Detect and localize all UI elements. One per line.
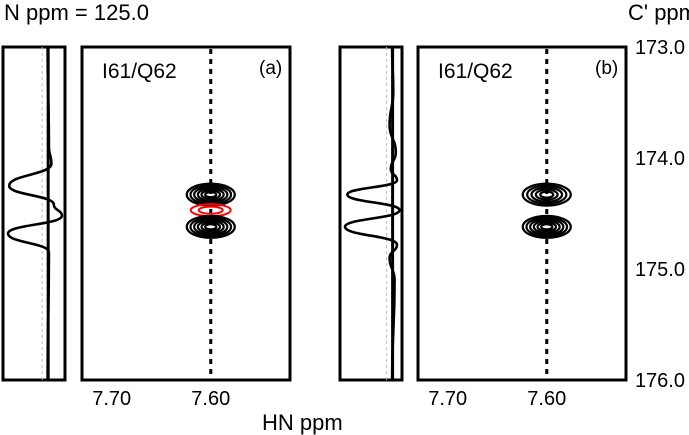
contour-ring xyxy=(536,221,558,233)
contour-ring xyxy=(521,182,572,207)
carbon-ppm-axis-title: C' ppm xyxy=(628,0,689,25)
x-tick-label: 7.70 xyxy=(428,388,467,410)
residue-label-a: I61/Q62 xyxy=(102,60,177,83)
contour-ring xyxy=(526,184,568,205)
projection-curve xyxy=(343,46,401,381)
contour-ring xyxy=(532,219,561,234)
spectrum-box-a xyxy=(80,45,292,382)
contour-ring xyxy=(204,190,218,199)
contour-ring xyxy=(540,223,554,231)
x-tick-label: 7.70 xyxy=(92,388,131,410)
peak-2 xyxy=(185,214,236,239)
peaks-a xyxy=(185,182,236,239)
y-tick-label: 175.0 xyxy=(635,259,685,281)
panel-b: I61/Q62 (b) 7.70 7.60 xyxy=(338,45,628,410)
contour-ring xyxy=(530,186,564,203)
x-ticks-b: 7.70 7.60 xyxy=(428,388,566,410)
spectrum-box-b xyxy=(416,45,628,382)
y-axis-ticks: 173.0 174.0 175.0 176.0 xyxy=(635,37,685,392)
projection-curve xyxy=(6,46,64,381)
x-tick-label: 7.60 xyxy=(191,388,230,410)
projection-box-b xyxy=(338,45,404,382)
contour-ring xyxy=(521,214,572,239)
contour-ring xyxy=(204,223,218,231)
panel-label-a: (a) xyxy=(259,58,282,79)
y-tick-label: 173.0 xyxy=(635,37,685,59)
panel-label-b: (b) xyxy=(595,58,618,79)
contour-ring xyxy=(525,216,569,238)
contour-ring xyxy=(534,188,559,201)
contour-ring xyxy=(200,221,222,233)
peaks-b xyxy=(521,182,572,239)
y-tick-label: 174.0 xyxy=(635,148,685,170)
x-tick-label: 7.60 xyxy=(527,388,566,410)
panel-a: I61/Q62 (a) 7.70 7.60 xyxy=(1,45,292,410)
projection-trace-b xyxy=(343,46,401,381)
contour-ring xyxy=(197,205,224,215)
contour-ring xyxy=(185,214,236,239)
y-tick-label: 176.0 xyxy=(635,370,685,392)
residue-label-b: I61/Q62 xyxy=(438,60,513,83)
nitrogen-ppm-label: N ppm = 125.0 xyxy=(4,0,149,25)
contour-ring xyxy=(196,187,225,202)
contour-ring xyxy=(529,218,565,236)
peak-0 xyxy=(185,182,236,207)
contour-ring xyxy=(189,216,233,238)
projection-trace-a xyxy=(6,46,64,381)
x-ticks-a: 7.70 7.60 xyxy=(92,388,230,410)
contour-ring xyxy=(539,190,555,199)
projection-box-a xyxy=(1,45,67,382)
contour-ring xyxy=(193,218,229,236)
contour-ring xyxy=(196,219,225,234)
peak-1 xyxy=(521,214,572,239)
peak-0 xyxy=(521,182,572,207)
x-axis-title: HN ppm xyxy=(262,410,343,435)
contour-ring xyxy=(200,189,222,200)
contour-ring xyxy=(193,185,229,204)
